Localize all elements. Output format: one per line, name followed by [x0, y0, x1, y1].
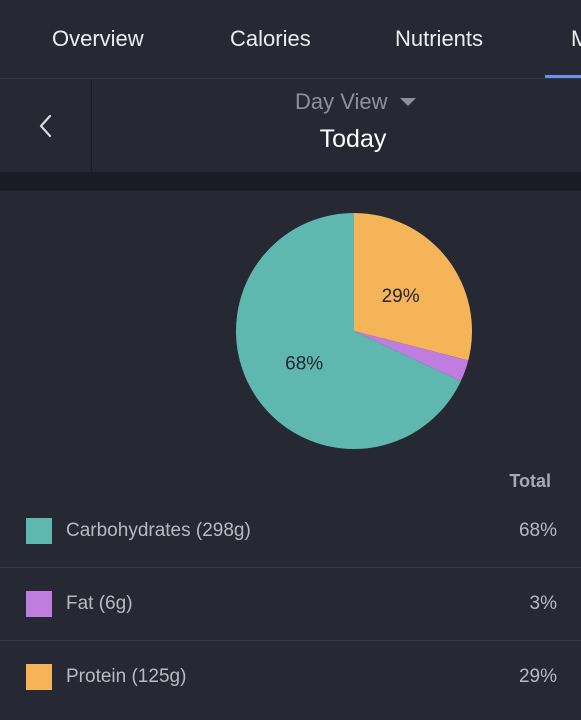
date-label: Today [319, 125, 387, 153]
legend-row-carbohydrates[interactable]: Carbohydrates (298g) 68% [0, 495, 581, 568]
tab-overview[interactable]: Overview [52, 26, 144, 51]
legend-value: 29% [518, 666, 557, 687]
tab-calories[interactable]: Calories [230, 26, 311, 51]
chevron-left-icon [39, 114, 51, 137]
legend-row-protein[interactable]: Protein (125g) 29% [0, 641, 581, 713]
tab-nutrients[interactable]: Nutrients [395, 26, 484, 51]
macros-legend: Carbohydrates (298g) 68% Fat (6g) 3% Pro… [0, 495, 581, 713]
pie-label-protein: 29% [382, 286, 420, 307]
legend-label: Carbohydrates (298g) [66, 520, 251, 541]
tab-macros[interactable]: M [571, 26, 581, 52]
fat-swatch [26, 591, 52, 617]
pie-slice-fat [354, 331, 469, 382]
date-navigation-bar: Day View Today [0, 79, 581, 172]
protein-swatch [26, 664, 52, 690]
total-column-header: Total [509, 471, 551, 491]
caret-down-icon [399, 98, 416, 106]
pie-label-carbohydrates: 68% [285, 354, 323, 375]
macros-pie-chart: 29% 68% [236, 213, 473, 449]
legend-label: Fat (6g) [66, 593, 133, 614]
view-selector[interactable]: Day View [295, 89, 416, 115]
legend-row-fat[interactable]: Fat (6g) 3% [0, 568, 581, 641]
legend-value: 68% [518, 520, 557, 541]
pie-slice-protein [354, 213, 473, 361]
view-selector-label: Day View [295, 89, 388, 114]
carbohydrates-swatch [26, 518, 52, 544]
tab-bar: Overview Calories Nutrients M [0, 0, 581, 79]
pie-slice-carbohydrates [236, 213, 461, 449]
legend-value: 3% [529, 593, 557, 614]
section-divider [0, 172, 581, 191]
previous-day-button[interactable] [0, 79, 92, 172]
legend-label: Protein (125g) [66, 666, 187, 687]
active-tab-indicator [545, 75, 581, 78]
